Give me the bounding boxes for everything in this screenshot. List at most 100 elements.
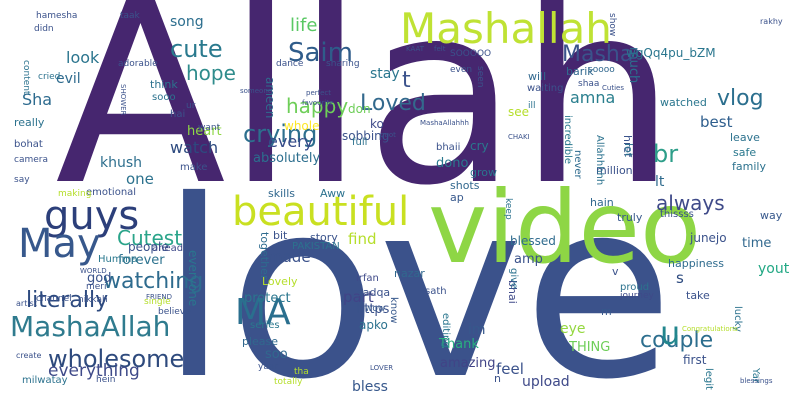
word-cloud-word: upload bbox=[522, 374, 570, 390]
word-cloud-word: apko bbox=[359, 318, 388, 332]
word-cloud-word: Aww bbox=[320, 187, 346, 200]
word-cloud-word: find bbox=[348, 230, 377, 248]
word-cloud-word: t bbox=[402, 68, 411, 93]
word-cloud-word: beautiful bbox=[232, 189, 410, 235]
word-cloud-word: hein bbox=[96, 375, 116, 385]
word-cloud-word: forever bbox=[118, 253, 165, 268]
word-cloud-word: youtube bbox=[758, 261, 790, 277]
word-cloud-word: vlog bbox=[717, 86, 764, 111]
word-cloud-word: way bbox=[760, 209, 783, 222]
word-cloud-word: watching bbox=[103, 269, 204, 294]
word-cloud-word: seen bbox=[475, 66, 485, 88]
word-cloud-word: skills bbox=[268, 187, 296, 200]
word-cloud-word: adorable bbox=[118, 59, 158, 69]
word-cloud-word: ap bbox=[450, 191, 464, 204]
word-cloud-word: song bbox=[170, 14, 204, 30]
word-cloud-word: amazing bbox=[440, 356, 496, 371]
word-cloud-word: making bbox=[58, 189, 92, 199]
word-cloud-word: WORLD bbox=[80, 267, 107, 275]
word-cloud-word: say bbox=[14, 175, 30, 185]
word-cloud-word: khush bbox=[100, 155, 143, 171]
word-cloud-word: thissss bbox=[660, 209, 694, 220]
word-cloud-word: emotional bbox=[86, 187, 137, 198]
word-cloud-word: blessings bbox=[740, 377, 773, 385]
word-cloud-word: keep bbox=[503, 198, 513, 220]
word-cloud-word: think bbox=[150, 78, 178, 91]
word-cloud-word: Mashallah bbox=[400, 4, 612, 53]
word-cloud-word: Humma bbox=[98, 254, 138, 265]
word-cloud-word: see bbox=[508, 105, 530, 119]
word-cloud-word: legit bbox=[703, 368, 714, 390]
word-cloud-word: MashaAllahhh bbox=[420, 119, 469, 127]
word-cloud-word: really bbox=[14, 116, 45, 129]
word-cloud-word: hamesha bbox=[36, 11, 78, 21]
word-cloud-word: Cuties bbox=[602, 84, 624, 92]
word-cloud-word: SHOWER bbox=[119, 84, 127, 116]
word-cloud-word: create bbox=[16, 351, 42, 360]
word-cloud-word: cry bbox=[470, 139, 489, 153]
word-cloud-word: eye bbox=[560, 321, 586, 337]
word-cloud-word: first bbox=[683, 353, 707, 367]
word-cloud-word: heart bbox=[187, 124, 222, 139]
word-cloud-word: tha bbox=[294, 367, 309, 377]
word-cloud-word: will bbox=[528, 70, 547, 83]
word-cloud-word: CHAKI bbox=[508, 133, 530, 141]
word-cloud-word: perfect bbox=[306, 89, 331, 97]
word-cloud-word: sadqa bbox=[357, 286, 391, 299]
word-cloud-word: camera bbox=[14, 155, 48, 165]
word-cloud-word: sharing bbox=[326, 59, 360, 69]
word-cloud-word: part bbox=[343, 288, 374, 306]
word-cloud-word: bit bbox=[273, 229, 288, 242]
word-cloud-word: single bbox=[144, 297, 171, 307]
word-cloud-word: nikkah bbox=[78, 295, 108, 305]
word-cloud-word: series bbox=[250, 320, 280, 331]
word-cloud-word: wgQq4pu_bZM bbox=[626, 46, 716, 60]
word-cloud-word: THING bbox=[569, 340, 611, 355]
word-cloud-word: cried bbox=[38, 72, 61, 82]
word-cloud-word: totally bbox=[274, 377, 303, 387]
word-cloud-word: whole bbox=[284, 119, 320, 133]
word-cloud-word: dono bbox=[436, 156, 469, 171]
word-cloud-word: KAAT bbox=[406, 45, 424, 53]
word-cloud-word: amna bbox=[570, 88, 616, 107]
word-cloud-word: shaa bbox=[578, 79, 600, 89]
word-cloud-word: sooo bbox=[152, 92, 176, 103]
word-cloud-word: safe bbox=[733, 146, 757, 159]
word-cloud-word: irfan bbox=[356, 273, 379, 284]
word-cloud-word: everyone bbox=[186, 250, 200, 307]
word-cloud-word: god bbox=[87, 271, 112, 286]
word-cloud-word: nazar bbox=[394, 267, 425, 280]
word-cloud-word: yaar bbox=[258, 362, 279, 372]
word-cloud-word: wow bbox=[365, 304, 386, 314]
word-cloud-word: happiness bbox=[668, 257, 724, 270]
word-cloud-word: Cutest bbox=[117, 226, 183, 250]
word-cloud-word: happy bbox=[286, 94, 349, 118]
word-cloud-word: s bbox=[676, 269, 684, 287]
word-cloud-word: hai bbox=[170, 109, 186, 120]
word-cloud-word: please bbox=[242, 335, 279, 348]
word-cloud-word: ur bbox=[186, 101, 196, 111]
word-cloud-word: shots bbox=[450, 179, 480, 192]
word-cloud-word: FRIEND bbox=[146, 293, 173, 301]
word-cloud-word: ill bbox=[528, 101, 536, 111]
word-cloud-word: channel bbox=[36, 294, 72, 304]
word-cloud-word: believe bbox=[158, 307, 191, 317]
word-cloud-word: didn bbox=[34, 24, 54, 34]
word-cloud-word: wholesome bbox=[48, 345, 185, 373]
word-cloud-word: Loved bbox=[360, 91, 426, 116]
word-cloud-word: watched bbox=[660, 96, 707, 109]
word-cloud-word: one bbox=[126, 170, 154, 188]
word-cloud-word: want bbox=[198, 123, 221, 133]
word-cloud-word: MashaAllah bbox=[10, 310, 171, 343]
word-cloud-word: barik bbox=[566, 65, 594, 78]
word-cloud-word: couple bbox=[640, 328, 714, 353]
word-cloud-word: Lovely bbox=[262, 275, 298, 288]
word-cloud-word: absolutely bbox=[253, 151, 321, 166]
word-cloud-word: ameen bbox=[263, 77, 277, 119]
word-cloud-word: leave bbox=[730, 131, 760, 144]
word-cloud-word: bhaii bbox=[436, 142, 461, 153]
word-cloud-word: dance bbox=[276, 59, 304, 69]
word-cloud-word: junejo bbox=[690, 231, 727, 245]
word-cloud-word: PAKISTAN bbox=[292, 241, 340, 252]
word-cloud-word: sobbing bbox=[342, 129, 390, 143]
